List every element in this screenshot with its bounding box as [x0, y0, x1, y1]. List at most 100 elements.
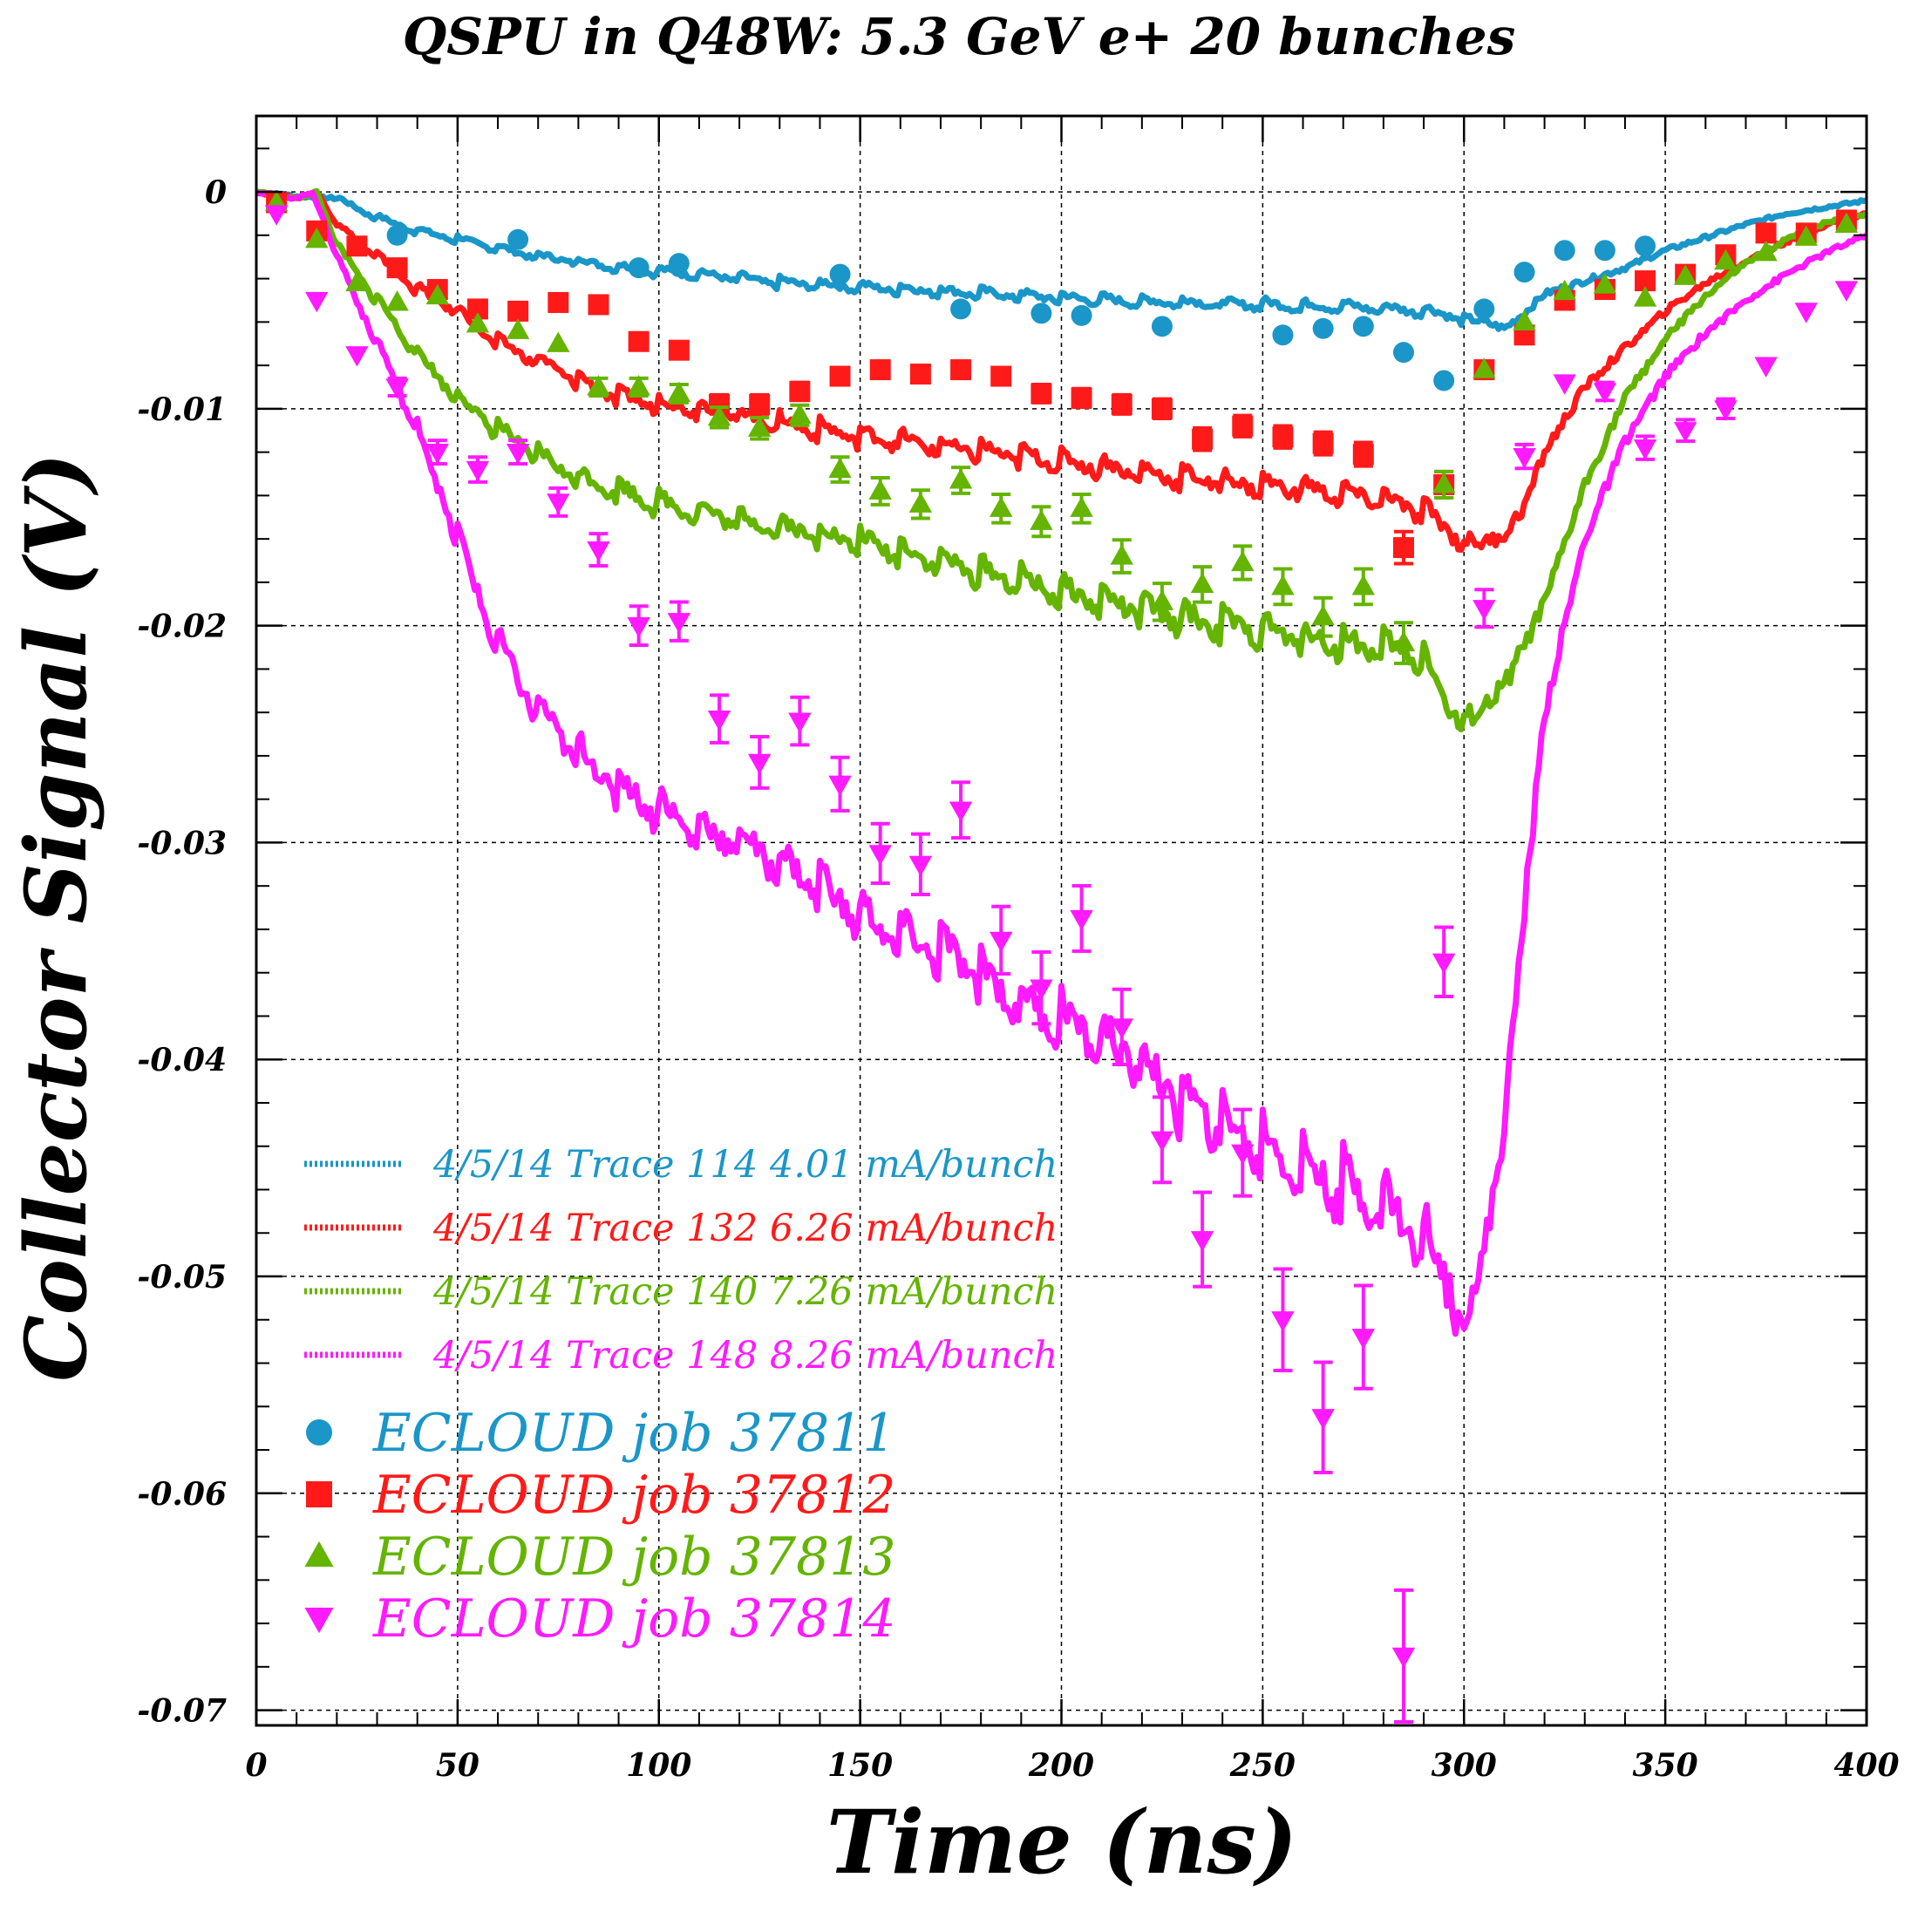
simulation-point [386, 257, 408, 279]
simulation-point [1030, 303, 1052, 324]
simulation-point [868, 479, 892, 500]
legend-trace-label: 4/5/14 Trace 114 4.01 mA/bunch [432, 1143, 1058, 1187]
simulation-point [868, 845, 892, 866]
y-tick-label: -0.07 [137, 1693, 227, 1730]
simulation-point [1513, 310, 1536, 330]
simulation-point [707, 711, 731, 731]
simulation-point [667, 613, 691, 634]
simulation-point [1674, 264, 1697, 285]
simulation-point [1553, 279, 1576, 301]
y-tick-label: -0.02 [137, 609, 227, 645]
measured-trace-line [256, 188, 1867, 553]
simulation-point [1473, 357, 1496, 378]
simulation-point [1071, 304, 1092, 326]
simulation-point [1030, 383, 1052, 405]
simulation-point [1110, 1018, 1133, 1039]
axis-ticks: 0 50 100 150 200 250 300 350 400 0 -0.01 -0.02 -0.03… [137, 116, 1900, 1784]
simulation-point [668, 339, 690, 361]
simulation-point [1351, 1329, 1376, 1350]
legend-simulation-label: ECLOUD job 37814 [372, 1588, 896, 1650]
simulation-point [1674, 422, 1697, 443]
simulation-point [1150, 1131, 1174, 1153]
simulation-point [1272, 324, 1294, 346]
simulation-point [1714, 248, 1738, 270]
simulation-point [1070, 496, 1093, 517]
simulation-point [1593, 273, 1617, 294]
simulation-point [1635, 235, 1656, 257]
x-tick-label: 400 [1833, 1747, 1899, 1784]
simulation-point [1834, 212, 1859, 233]
simulation-point [1513, 447, 1536, 469]
simulation-markers [264, 190, 1859, 1724]
simulation-point [1391, 630, 1416, 652]
y-tick-label: -0.06 [137, 1476, 227, 1513]
simulation-point [747, 416, 772, 437]
simulation-point [1794, 303, 1818, 323]
simulation-point [829, 263, 851, 285]
simulation-point [667, 381, 691, 403]
legend-trace-label: 4/5/14 Trace 140 7.26 mA/bunch [432, 1270, 1058, 1314]
simulation-point [1392, 342, 1414, 364]
simulation-point [1352, 444, 1374, 466]
legend-simulation-label: ECLOUD job 37812 [372, 1465, 896, 1526]
chart-title: QSPU in Q48W: 5.3 GeV e+ 20 bunches [403, 7, 1515, 66]
y-tick-label: -0.05 [137, 1259, 227, 1296]
simulation-point [828, 457, 852, 479]
simulation-point [1794, 225, 1818, 246]
simulation-point [1312, 432, 1334, 454]
simulation-point [1231, 1144, 1255, 1166]
simulation-point [990, 496, 1013, 517]
simulation-point [1111, 393, 1132, 415]
simulation-point [1311, 1409, 1335, 1430]
simulation-point [990, 365, 1012, 387]
simulation-point [747, 753, 772, 775]
simulation-point [1271, 1311, 1295, 1332]
simulation-point [264, 205, 289, 226]
simulation-point [1473, 298, 1495, 320]
x-tick-label: 300 [1432, 1747, 1497, 1784]
simulation-point [425, 283, 449, 305]
simulation-point [1392, 537, 1414, 559]
x-tick-label: 50 [436, 1747, 480, 1784]
y-tick-label: -0.04 [137, 1042, 227, 1078]
measured-trace-line [256, 189, 1867, 1337]
x-tick-label: 200 [1028, 1747, 1094, 1784]
simulation-point [707, 405, 731, 426]
simulation-point [1150, 589, 1174, 610]
simulation-point [990, 931, 1013, 953]
simulation-point [908, 492, 933, 513]
simulation-point [869, 359, 891, 381]
simulation-point [587, 541, 610, 562]
simulation-point [628, 257, 650, 279]
simulation-point [1432, 953, 1456, 975]
legend-trace-label: 4/5/14 Trace 132 6.26 mA/bunch [432, 1207, 1058, 1250]
x-tick-label: 100 [626, 1747, 691, 1784]
simulation-point [547, 493, 570, 514]
simulation-point [1513, 262, 1535, 283]
x-tick-label: 350 [1633, 1747, 1698, 1784]
simulation-point [345, 346, 369, 367]
simulation-point [1714, 400, 1738, 421]
simulation-point [386, 224, 408, 246]
simulation-point [1754, 357, 1778, 378]
simulation-point [789, 380, 811, 402]
simulation-point [1271, 575, 1295, 595]
simulation-point [346, 235, 368, 257]
simulation-point [1071, 387, 1092, 409]
simulation-point [1473, 600, 1496, 621]
simulation-point [1110, 544, 1133, 565]
simulation-point [1593, 383, 1617, 404]
x-tick-label: 250 [1229, 1747, 1296, 1784]
simulation-point [466, 460, 490, 482]
simulation-point [385, 290, 409, 311]
simulation-point [1192, 428, 1214, 450]
simulation-point [1432, 473, 1456, 493]
simulation-point [345, 270, 369, 292]
legend-simulation-marker [304, 1608, 334, 1634]
simulation-point [1754, 240, 1778, 262]
simulation-point [1352, 316, 1374, 337]
simulation-point [749, 393, 771, 415]
simulation-point [506, 444, 530, 465]
simulation-point [305, 291, 329, 313]
